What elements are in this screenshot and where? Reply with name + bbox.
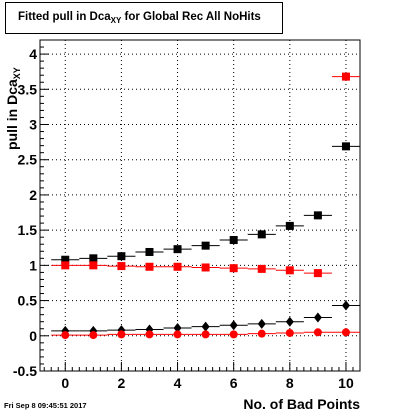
data-point-diamond (341, 300, 350, 311)
data-point-circle (341, 328, 350, 337)
data-point-circle (313, 328, 322, 337)
data-point-circle (89, 331, 98, 340)
data-point-square (229, 264, 238, 273)
y-tick-label: 1.5 (18, 222, 38, 238)
data-point-square (285, 266, 294, 275)
y-tick-label: 0.5 (18, 293, 38, 309)
chart-title: Fitted pull in DcaXY for Global Rec All … (18, 11, 261, 25)
data-point-circle (173, 330, 182, 339)
x-tick-label: 8 (286, 375, 294, 391)
y-tick-label: 2 (29, 187, 37, 203)
data-point-square (341, 142, 350, 151)
y-tick-label: 4 (29, 46, 37, 62)
data-point-square (89, 254, 98, 263)
data-point-diamond (257, 318, 266, 329)
data-point-diamond (285, 316, 294, 327)
y-tick-label: 0 (29, 328, 37, 344)
data-point-circle (285, 328, 294, 337)
data-point-square (313, 211, 322, 220)
data-point-square (201, 241, 210, 250)
data-point-circle (201, 330, 210, 339)
y-tick-label: 1 (29, 257, 37, 273)
plot-frame (39, 39, 361, 372)
x-tick-label: 6 (230, 375, 238, 391)
data-point-square (145, 247, 154, 256)
data-point-square (145, 262, 154, 271)
data-point-square (173, 245, 182, 254)
data-point-square (313, 269, 322, 278)
chart-title-box: Fitted pull in DcaXY for Global Rec All … (5, 2, 283, 34)
data-point-square (285, 221, 294, 230)
y-tick-label: 2.5 (18, 152, 38, 168)
x-tick-label: 4 (174, 375, 182, 391)
data-point-square (341, 72, 350, 81)
data-point-square (61, 261, 70, 270)
data-point-square (229, 236, 238, 245)
data-point-diamond (173, 323, 182, 334)
data-point-square (117, 262, 126, 271)
y-tick-label: 3 (29, 117, 37, 133)
data-point-diamond (229, 320, 238, 331)
y-axis-label: pull in DcaXY (4, 67, 22, 150)
data-point-square (173, 262, 182, 271)
data-point-diamond (313, 312, 322, 323)
x-axis-label: No. of Bad Points (243, 396, 360, 412)
timestamp-footer: Fri Sep 8 09:45:51 2017 (4, 401, 87, 410)
x-tick-label: 2 (118, 375, 126, 391)
data-point-square (257, 230, 266, 239)
data-point-circle (145, 330, 154, 339)
data-point-circle (117, 330, 126, 339)
data-point-diamond (201, 321, 210, 332)
data-point-circle (229, 330, 238, 339)
x-tick-label: 0 (61, 375, 69, 391)
y-tick-label: 3.5 (18, 81, 38, 97)
data-point-square (89, 261, 98, 270)
data-point-square (201, 263, 210, 272)
data-point-square (257, 264, 266, 273)
data-point-square (61, 255, 70, 264)
data-point-square (117, 252, 126, 261)
y-tick-label: -0.5 (13, 363, 37, 379)
x-tick-label: 10 (338, 375, 354, 391)
data-point-circle (61, 331, 70, 340)
data-point-circle (257, 329, 266, 338)
